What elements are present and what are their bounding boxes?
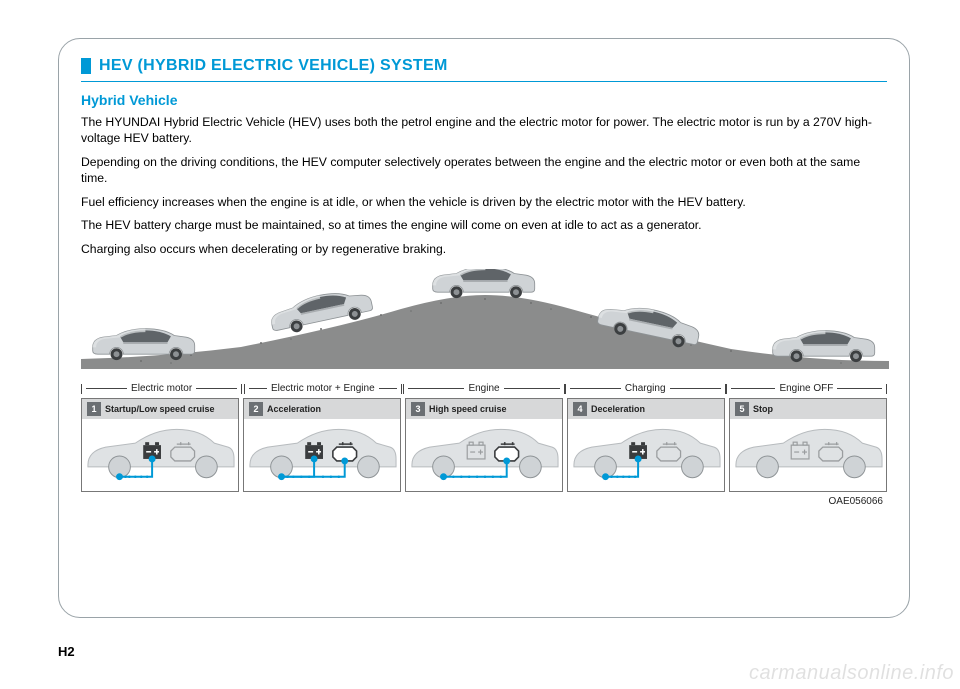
mode-number-badge: 3: [411, 402, 425, 416]
mode-header: 3 High speed cruise: [406, 399, 562, 419]
mode-label: High speed cruise: [429, 404, 507, 414]
mode-body: [568, 419, 724, 491]
mode-body: [730, 419, 886, 491]
phase-label: Electric motor: [81, 383, 242, 394]
mode-box: 1 Startup/Low speed cruise: [81, 398, 239, 492]
mode-number-badge: 1: [87, 402, 101, 416]
mode-box: 4 Deceleration: [567, 398, 725, 492]
header-marker: [81, 58, 91, 74]
mode-diagram: [568, 419, 724, 491]
watermark: carmanualsonline.info: [749, 662, 954, 685]
diagram-area: Electric motor Electric motor + Engine E…: [81, 269, 887, 507]
section-title: HEV (HYBRID ELECTRIC VEHICLE) SYSTEM: [99, 57, 448, 75]
mode-diagram: [406, 419, 562, 491]
mode-box: 2 Acceleration: [243, 398, 401, 492]
mode-diagram: [244, 419, 400, 491]
mode-header: 4 Deceleration: [568, 399, 724, 419]
paragraph: Fuel efficiency increases when the engin…: [81, 194, 887, 210]
phase-text: Engine: [468, 383, 499, 394]
phase-label: Charging: [565, 383, 726, 394]
phase-label: Engine: [403, 383, 564, 394]
mode-label: Startup/Low speed cruise: [105, 404, 215, 414]
mode-box: 3 High speed cruise: [405, 398, 563, 492]
phase-label: Electric motor + Engine: [242, 383, 403, 394]
terrain-illustration: [81, 269, 887, 381]
mode-body: [82, 419, 238, 491]
paragraph: Charging also occurs when decelerating o…: [81, 241, 887, 257]
mode-label: Acceleration: [267, 404, 321, 414]
paragraph: The HEV battery charge must be maintaine…: [81, 217, 887, 233]
mode-header: 5 Stop: [730, 399, 886, 419]
sub-title: Hybrid Vehicle: [81, 92, 887, 108]
section-header: HEV (HYBRID ELECTRIC VEHICLE) SYSTEM: [81, 57, 887, 75]
mode-label: Deceleration: [591, 404, 645, 414]
mode-body: [406, 419, 562, 491]
mode-number-badge: 5: [735, 402, 749, 416]
mode-box: 5 Stop: [729, 398, 887, 492]
figure-code: OAE056066: [81, 496, 887, 507]
mode-body: [244, 419, 400, 491]
mode-label: Stop: [753, 404, 773, 414]
phase-text: Charging: [625, 383, 666, 394]
phase-text: Engine OFF: [779, 383, 833, 394]
mode-number-badge: 2: [249, 402, 263, 416]
mode-header: 2 Acceleration: [244, 399, 400, 419]
phase-text: Electric motor: [131, 383, 192, 394]
mode-boxes-row: 1 Startup/Low speed cruise: [81, 398, 887, 492]
mode-header: 1 Startup/Low speed cruise: [82, 399, 238, 419]
header-rule: [81, 81, 887, 82]
paragraph: Depending on the driving conditions, the…: [81, 154, 887, 187]
paragraph: The HYUNDAI Hybrid Electric Vehicle (HEV…: [81, 114, 887, 147]
mode-diagram: [730, 419, 886, 491]
phase-labels-row: Electric motor Electric motor + Engine E…: [81, 383, 887, 394]
page-frame: HEV (HYBRID ELECTRIC VEHICLE) SYSTEM Hyb…: [58, 38, 910, 618]
phase-label: Engine OFF: [726, 383, 887, 394]
page-number: H2: [58, 644, 75, 659]
mode-diagram: [82, 419, 238, 491]
mode-number-badge: 4: [573, 402, 587, 416]
phase-text: Electric motor + Engine: [271, 383, 375, 394]
